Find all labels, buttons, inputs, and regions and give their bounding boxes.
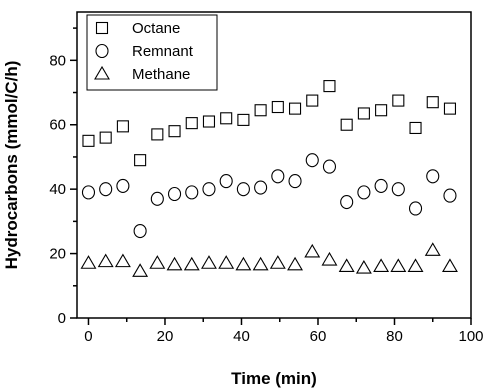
y-axis: 0 20 40 60 80 bbox=[49, 27, 77, 327]
octane-point bbox=[134, 154, 147, 167]
methane-point bbox=[114, 253, 131, 268]
remnant-point bbox=[133, 223, 147, 239]
octane-point bbox=[116, 120, 129, 133]
legend-label-remnant: Remnant bbox=[132, 43, 194, 60]
octane-point bbox=[271, 100, 284, 114]
methane-point bbox=[442, 258, 458, 273]
octane-point bbox=[254, 104, 267, 117]
octane-point bbox=[151, 128, 164, 141]
remnant-point bbox=[185, 185, 199, 200]
methane-point bbox=[218, 255, 235, 269]
methane-point bbox=[338, 258, 355, 273]
methane-point bbox=[97, 253, 114, 268]
octane-point bbox=[202, 115, 216, 128]
remnant-point bbox=[322, 159, 337, 174]
octane-point bbox=[443, 102, 457, 115]
legend-circle-icon bbox=[95, 43, 109, 59]
x-axis-title: Time (min) bbox=[231, 369, 317, 388]
octane-point bbox=[375, 104, 388, 117]
remnant-point bbox=[150, 191, 164, 206]
octane-point bbox=[220, 112, 233, 125]
legend: Octane Remnant Methane bbox=[86, 14, 218, 91]
remnant-point bbox=[254, 180, 268, 195]
legend-label-methane: Methane bbox=[132, 66, 190, 83]
methane-point bbox=[304, 243, 321, 258]
remnant-point bbox=[443, 188, 457, 203]
remnant-point bbox=[391, 182, 405, 197]
methane-point bbox=[132, 263, 149, 277]
remnant-point bbox=[340, 194, 354, 210]
methane-point bbox=[287, 256, 303, 271]
octane-point bbox=[426, 96, 439, 109]
methane-point bbox=[80, 255, 97, 269]
octane-point bbox=[237, 113, 250, 126]
remnant-point bbox=[219, 174, 233, 189]
methane-point bbox=[390, 258, 407, 273]
methane-point bbox=[183, 256, 200, 271]
x-tick-label: 80 bbox=[386, 328, 403, 345]
octane-point bbox=[82, 134, 95, 147]
y-tick-label: 40 bbox=[49, 181, 66, 198]
remnant-point bbox=[116, 178, 130, 193]
remnant-point bbox=[81, 185, 96, 200]
remnant-point bbox=[426, 169, 440, 184]
methane-point bbox=[373, 258, 390, 273]
x-tick-label: 20 bbox=[157, 328, 174, 345]
methane-point bbox=[321, 251, 338, 266]
octane-point bbox=[340, 118, 353, 131]
methane-point bbox=[252, 256, 269, 271]
methane-point bbox=[355, 259, 372, 274]
remnant-point bbox=[167, 186, 182, 202]
legend-triangle-icon bbox=[94, 65, 110, 80]
remnant-point bbox=[374, 178, 388, 193]
y-tick-label: 20 bbox=[49, 246, 66, 263]
plot-frame bbox=[76, 11, 472, 319]
x-tick-label: 60 bbox=[310, 328, 327, 345]
y-axis-title: Hydrocarbons (mmol/C/h) bbox=[2, 61, 21, 270]
remnant-point bbox=[271, 169, 285, 184]
octane-point bbox=[409, 121, 422, 135]
remnant-point bbox=[288, 174, 302, 189]
legend-square-icon bbox=[95, 21, 109, 35]
remnant-point bbox=[357, 185, 371, 200]
x-tick-label: 40 bbox=[233, 328, 250, 345]
legend-label-octane: Octane bbox=[132, 20, 180, 37]
octane-point bbox=[357, 107, 370, 120]
y-tick-label: 60 bbox=[49, 117, 66, 134]
y-tick-label: 80 bbox=[49, 52, 66, 69]
x-tick-label: 0 bbox=[84, 328, 92, 345]
octane-point bbox=[185, 117, 198, 130]
octane-point bbox=[99, 131, 112, 144]
octane-point bbox=[288, 102, 302, 115]
remnant-point bbox=[236, 182, 250, 197]
octane-point bbox=[323, 80, 336, 93]
remnant-point bbox=[99, 182, 113, 197]
octane-point bbox=[306, 94, 319, 107]
octane-point bbox=[168, 125, 181, 138]
methane-point bbox=[149, 255, 166, 269]
methane-point bbox=[235, 256, 252, 271]
methane-point bbox=[407, 258, 424, 273]
x-axis: 0 20 40 60 80 100 bbox=[84, 318, 484, 345]
data-markers bbox=[80, 80, 458, 277]
remnant-point bbox=[202, 182, 216, 197]
methane-point bbox=[166, 256, 183, 271]
x-tick-label: 100 bbox=[458, 328, 483, 345]
methane-point bbox=[269, 255, 286, 269]
remnant-point bbox=[408, 201, 423, 216]
methane-point bbox=[201, 255, 217, 269]
methane-point bbox=[424, 242, 441, 256]
y-tick-label: 0 bbox=[58, 310, 66, 327]
remnant-point bbox=[305, 153, 319, 168]
octane-point bbox=[392, 94, 405, 107]
